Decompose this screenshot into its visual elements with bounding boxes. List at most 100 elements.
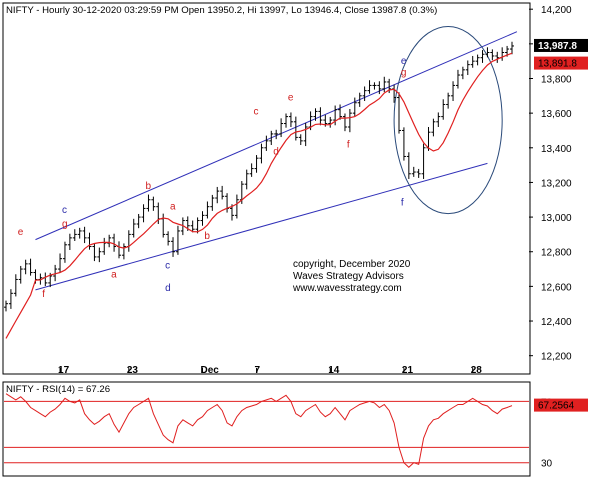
- x-tick-label: Dec: [201, 365, 220, 376]
- ohlc-bar: [397, 92, 402, 134]
- ohlc-bar: [195, 217, 200, 234]
- y-tick-label: 13,600: [541, 109, 572, 120]
- wave-label-e: e: [18, 227, 24, 238]
- ohlc-bar: [77, 227, 82, 239]
- copyright-line-1: copyright, December 2020: [293, 259, 411, 270]
- moving-average-line: [5, 52, 513, 339]
- ohlc-bar: [82, 226, 87, 244]
- wave-label-b: b: [145, 181, 151, 192]
- ohlc-bar: [8, 289, 13, 309]
- ohlc-bar: [421, 143, 426, 179]
- wave-label-e: e: [401, 56, 407, 67]
- rsi-level-label: 30: [541, 459, 553, 470]
- ohlc-bar: [92, 243, 97, 262]
- ohlc-bar: [269, 130, 274, 146]
- ohlc-bar: [18, 265, 23, 284]
- axes: 12,200 12,400 12,600 12,800 13,000 13,200 13,4…: [58, 5, 588, 376]
- ma-value-badge: [534, 56, 588, 70]
- y-tick-label: 12,600: [541, 282, 572, 293]
- ohlc-bar: [347, 108, 352, 133]
- ohlc-bar: [441, 99, 446, 120]
- wave-label-d: d: [273, 146, 279, 157]
- ohlc-bar: [244, 169, 249, 190]
- ohlc-bar: [510, 41, 514, 55]
- ohlc-bar: [293, 116, 298, 141]
- x-tick-label: 21: [402, 365, 414, 376]
- wave-label-f: f: [347, 139, 350, 150]
- copyright-line-3: www.wavesstrategy.com: [292, 283, 402, 294]
- wave-label-e: e: [288, 93, 294, 104]
- ohlc-bar: [465, 60, 470, 76]
- ohlc-bar: [215, 186, 220, 204]
- ohlc-bar: [288, 112, 293, 127]
- ohlc-bar: [87, 232, 92, 250]
- wave-label-d: d: [165, 283, 171, 294]
- wave-label-c: c: [62, 205, 67, 216]
- ohlc-bar: [475, 54, 480, 66]
- ohlc-bar: [131, 218, 136, 238]
- rsi-title: NIFTY - RSI(14) = 67.26: [6, 384, 110, 395]
- rsi-line: [5, 393, 513, 468]
- wave-label-b: b: [204, 231, 210, 242]
- price-panel: [2, 2, 531, 375]
- x-tick-label: 23: [127, 365, 139, 376]
- rsi-panel: [2, 381, 531, 477]
- wave-label-a: a: [170, 202, 176, 213]
- ohlc-bar: [146, 194, 151, 212]
- ohlc-bar: [460, 66, 465, 80]
- ohlc-bar: [136, 213, 141, 229]
- ohlc-bar: [382, 76, 387, 93]
- ohlc-bar: [333, 105, 338, 126]
- wave-label-g: g: [401, 67, 407, 78]
- ohlc-bar: [13, 274, 18, 297]
- ohlc-bar: [200, 211, 205, 226]
- ohlc-bar: [318, 107, 323, 126]
- ma-value-label: 13,891.8: [538, 59, 577, 70]
- ohlc-bar: [313, 108, 318, 121]
- ohlc-bar: [171, 237, 176, 257]
- ohlc-bar: [470, 55, 475, 68]
- ohlc-bar: [102, 237, 107, 255]
- ohlc-bar: [28, 258, 33, 276]
- ohlc-bar: [151, 196, 156, 211]
- y-tick-label: 13,200: [541, 178, 572, 189]
- ohlc-bar: [190, 220, 195, 233]
- ohlc-bar: [338, 104, 343, 120]
- ohlc-bar: [112, 233, 117, 252]
- ohlc-bar: [328, 116, 333, 128]
- x-tick-label: 14: [328, 365, 340, 376]
- x-tick-label: 17: [58, 365, 70, 376]
- y-tick-label: 13,800: [541, 74, 572, 85]
- ohlc-bar: [352, 97, 357, 117]
- ohlc-bar: [97, 247, 102, 263]
- ohlc-bar: [249, 163, 254, 177]
- ohlc-bar: [342, 113, 347, 132]
- ohlc-bar: [436, 112, 441, 127]
- ohlc-bar: [446, 92, 451, 109]
- ohlc-bar: [401, 127, 406, 161]
- ohlc-bar: [4, 300, 8, 312]
- ohlc-bar: [259, 143, 264, 164]
- ohlc-bar: [62, 241, 67, 263]
- ohlc-bar: [210, 194, 215, 211]
- ohlc-bar: [279, 118, 284, 138]
- ohlc-bar: [298, 134, 303, 146]
- ohlc-bar: [455, 69, 460, 89]
- ohlc-bar: [23, 259, 28, 275]
- copyright-line-2: Waves Strategy Advisors: [293, 271, 404, 282]
- ohlc-bar: [480, 50, 485, 63]
- wave-label-c: c: [254, 106, 259, 117]
- ohlc-bar: [58, 253, 63, 273]
- wave-label-f: f: [42, 289, 45, 300]
- ohlc-bar: [451, 81, 456, 102]
- y-tick-label: 12,200: [541, 352, 572, 363]
- rsi-value-badge: [534, 398, 588, 412]
- x-tick-label: 28: [471, 365, 483, 376]
- ohlc-bar: [367, 80, 372, 94]
- y-tick-label: 13,400: [541, 144, 572, 155]
- rsi-series: 703067.2564: [4, 393, 588, 470]
- ohlc-bar: [411, 166, 416, 177]
- x-tick-label: 7: [255, 365, 261, 376]
- ohlc-bar: [377, 81, 382, 95]
